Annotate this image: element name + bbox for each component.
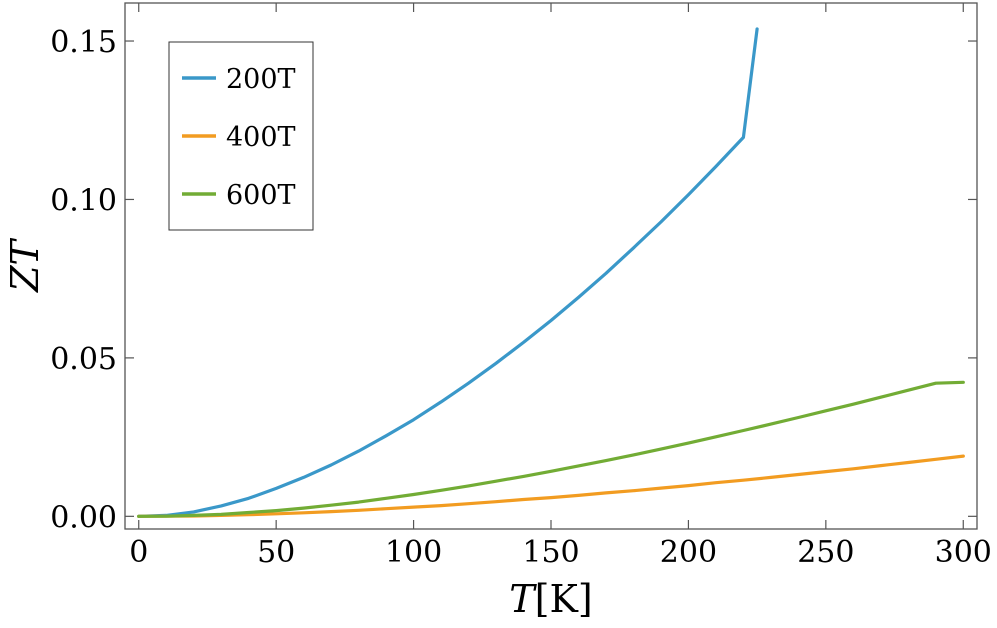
legend-label-200T: 200T (226, 64, 296, 95)
y-axis-title: ZT (3, 237, 47, 292)
x-tick-label: 150 (522, 535, 579, 570)
legend-label-400T: 400T (226, 122, 296, 153)
x-axis-variable: T (509, 577, 537, 621)
x-tick-label: 50 (257, 535, 295, 570)
y-tick-label: 0.15 (50, 25, 117, 60)
series-line-400T (137, 454, 965, 518)
legend-label-600T: 600T (226, 180, 296, 211)
series-line-600T (137, 380, 965, 518)
axis-ticks: 0 50 100 150 200 250 300 0.00 0.05 0.10 0.15 (50, 3, 992, 570)
x-axis-title: T[K] (509, 577, 592, 621)
x-axis-unit: [K] (535, 577, 593, 621)
y-tick-label: 0.05 (50, 342, 117, 377)
series-layer (137, 27, 965, 518)
y-tick-label: 0.00 (50, 500, 117, 535)
legend: 200T 400T 600T (168, 41, 314, 231)
x-tick-label: 200 (660, 535, 717, 570)
x-tick-label: 300 (935, 535, 992, 570)
x-tick-label: 100 (385, 535, 442, 570)
x-tick-label: 250 (797, 535, 854, 570)
series-line-200T (137, 27, 759, 518)
x-tick-label: 0 (129, 535, 148, 570)
y-tick-label: 0.10 (50, 183, 117, 218)
